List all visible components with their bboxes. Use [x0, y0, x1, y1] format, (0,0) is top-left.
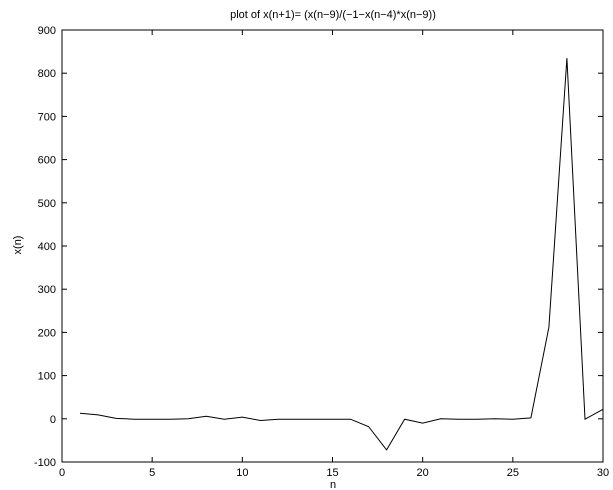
plot-area [61, 29, 604, 463]
x-tick-label: 10 [236, 467, 248, 479]
x-tick-label: 0 [59, 467, 65, 479]
y-tick-label: 600 [38, 155, 56, 167]
y-tick-label: 100 [38, 371, 56, 383]
series-layer [79, 58, 604, 451]
plot-border [61, 29, 604, 463]
x-tick-label: 25 [507, 467, 519, 479]
y-tick-label: -100 [34, 457, 56, 469]
x-axis-title: n [330, 479, 336, 490]
y-axis-title: x(n) [12, 236, 24, 255]
y-tick-label: 400 [38, 241, 56, 253]
y-tick-label: 300 [38, 284, 56, 296]
y-tick-label: 500 [38, 198, 56, 210]
y-tick-label: 0 [50, 414, 56, 426]
x-tick-label: 5 [149, 467, 155, 479]
series-line [79, 58, 604, 451]
y-axis: -100 0 100 200 300 400 500 600 700 800 900 [34, 25, 603, 469]
x-tick-label: 20 [417, 467, 429, 479]
y-tick-label: 900 [38, 25, 56, 37]
y-tick-label: 200 [38, 327, 56, 339]
x-tick-label: 15 [326, 467, 338, 479]
chart-title: plot of x(n+1)= (x(n−9)/(−1−x(n−4)*x(n−9… [230, 9, 436, 21]
y-tick-label: 800 [38, 68, 56, 80]
x-axis: 0 5 10 15 20 25 30 [59, 30, 609, 479]
x-tick-label: 30 [597, 467, 609, 479]
y-tick-label: 700 [38, 111, 56, 123]
